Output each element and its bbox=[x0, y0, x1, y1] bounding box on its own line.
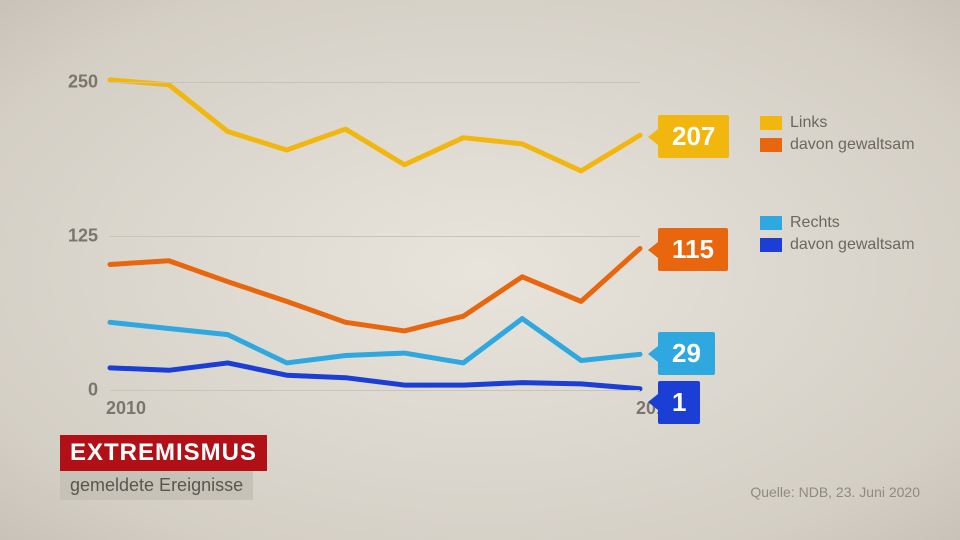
gridline bbox=[110, 390, 640, 391]
legend-group: Rechts davon gewaltsam bbox=[760, 210, 915, 258]
callout-rechts: 29 bbox=[658, 332, 715, 375]
callout-links_gewaltsam: 115 bbox=[658, 228, 728, 271]
legend-item: davon gewaltsam bbox=[760, 136, 915, 154]
legend-swatch bbox=[760, 138, 782, 152]
y-axis-label: 250 bbox=[68, 72, 98, 93]
y-axis-label: 0 bbox=[88, 380, 98, 401]
y-axis-label: 125 bbox=[68, 226, 98, 247]
legend-group: Links davon gewaltsam bbox=[760, 110, 915, 158]
gridline bbox=[110, 82, 640, 83]
legend-label: Rechts bbox=[790, 214, 840, 232]
title-sub: gemeldete Ereignisse bbox=[60, 471, 253, 500]
series-line-links bbox=[110, 80, 640, 171]
callout-links: 207 bbox=[658, 115, 729, 158]
legend-label: davon gewaltsam bbox=[790, 136, 915, 154]
title-block: EXTREMISMUS gemeldete Ereignisse bbox=[60, 435, 267, 500]
title-main: EXTREMISMUS bbox=[60, 435, 267, 471]
legend-item: Rechts bbox=[760, 214, 915, 232]
series-line-rechts_gewaltsam bbox=[110, 363, 640, 389]
gridline bbox=[110, 236, 640, 237]
chart-plot-area: 012525020102019207115291 bbox=[110, 70, 640, 390]
legend-label: davon gewaltsam bbox=[790, 236, 915, 254]
callout-rechts_gewaltsam: 1 bbox=[658, 381, 700, 424]
series-line-links_gewaltsam bbox=[110, 248, 640, 330]
source-text: Quelle: NDB, 23. Juni 2020 bbox=[750, 484, 920, 500]
legend-swatch bbox=[760, 216, 782, 230]
legend-swatch bbox=[760, 238, 782, 252]
chart-lines-svg bbox=[110, 70, 640, 390]
legend-item: Links bbox=[760, 114, 915, 132]
x-axis-label: 2010 bbox=[106, 398, 146, 419]
legend-swatch bbox=[760, 116, 782, 130]
legend-item: davon gewaltsam bbox=[760, 236, 915, 254]
legend-label: Links bbox=[790, 114, 827, 132]
